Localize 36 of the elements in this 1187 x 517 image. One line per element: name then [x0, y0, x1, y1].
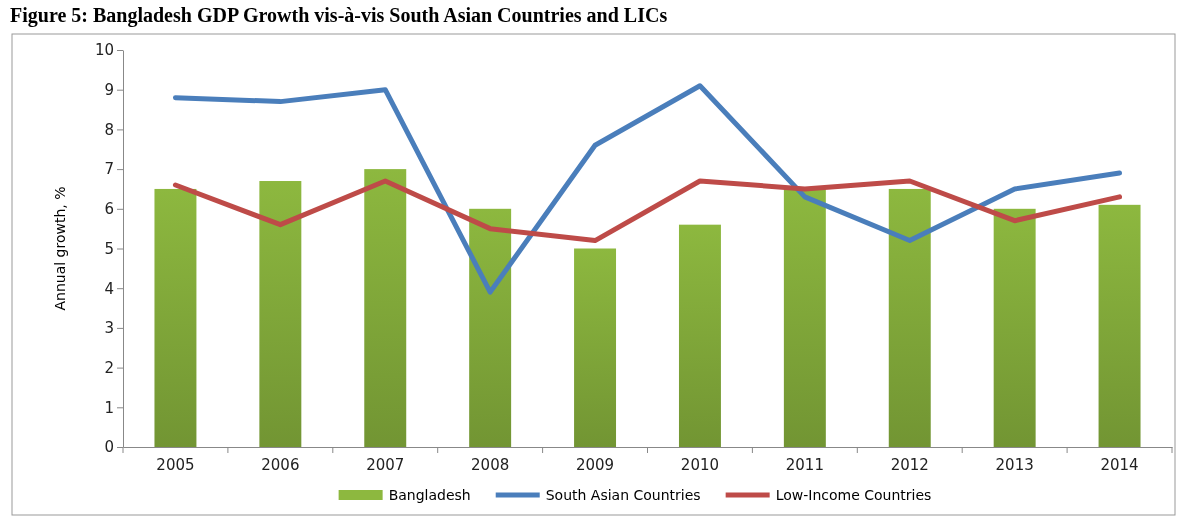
x-tick-label: 2005: [156, 455, 195, 474]
y-tick-label: 4: [104, 279, 114, 298]
x-tick-label: 2006: [261, 455, 300, 474]
bar: [783, 188, 826, 447]
legend-label: South Asian Countries: [545, 487, 701, 503]
y-tick-label: 10: [94, 41, 114, 60]
x-tick-label: 2010: [680, 455, 720, 474]
bar: [678, 224, 721, 447]
y-tick-label: 2: [104, 358, 114, 377]
y-tick-label: 9: [104, 81, 114, 99]
chart-title: Figure 5: Bangladesh GDP Growth vis-à-vis South Asian Countries and LICs: [10, 4, 668, 27]
y-tick-label: 7: [104, 160, 114, 179]
y-tick-label: 1: [104, 398, 114, 417]
legend-label: Low-Income Countries: [775, 487, 932, 503]
bar: [574, 248, 617, 447]
y-tick-label: 0: [104, 438, 114, 457]
bar: [993, 208, 1036, 447]
bar: [364, 169, 407, 447]
x-tick-label: 2012: [890, 455, 929, 474]
x-tick-label: 2008: [471, 455, 510, 474]
bar: [469, 208, 512, 447]
x-tick-label: 2007: [366, 455, 405, 474]
bar: [1098, 204, 1141, 447]
bar: [154, 188, 197, 447]
x-tick-label: 2011: [785, 455, 824, 474]
y-tick-label: 8: [104, 120, 114, 139]
y-axis-title: Annual growth, %: [52, 186, 68, 311]
bar: [259, 181, 302, 447]
y-tick-label: 3: [104, 319, 114, 338]
x-tick-label: 2009: [575, 455, 615, 474]
y-tick-label: 5: [104, 239, 114, 258]
y-tick-label: 6: [104, 200, 114, 219]
legend-label: Bangladesh: [388, 487, 471, 503]
x-tick-label: 2014: [1100, 455, 1139, 474]
x-tick-label: 2013: [995, 455, 1034, 474]
bar: [888, 188, 931, 447]
